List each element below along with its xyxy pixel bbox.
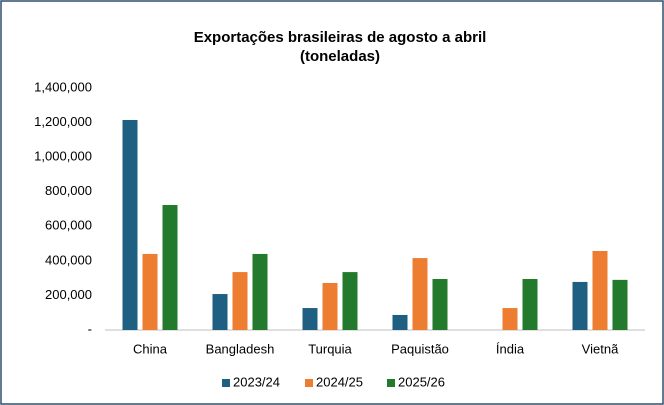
x-tick-label: Bangladesh bbox=[206, 341, 275, 356]
bar bbox=[342, 272, 358, 330]
x-tick-label: Turquia bbox=[308, 341, 352, 356]
x-tick-label: Vietnã bbox=[582, 341, 619, 356]
bar bbox=[252, 253, 268, 330]
y-tick-label: 200,000 bbox=[45, 287, 92, 302]
legend-swatch bbox=[387, 379, 395, 387]
x-tick-label: Índia bbox=[496, 341, 525, 356]
legend-label: 2024/25 bbox=[316, 374, 363, 389]
y-tick-label: 400,000 bbox=[45, 252, 92, 267]
bar bbox=[212, 294, 228, 330]
legend-swatch bbox=[222, 379, 230, 387]
legend-label: 2025/26 bbox=[398, 374, 445, 389]
bar bbox=[522, 279, 538, 330]
y-tick-label: 800,000 bbox=[45, 183, 92, 198]
legend-label: 2023/24 bbox=[233, 374, 280, 389]
bar bbox=[322, 282, 338, 330]
bar bbox=[392, 314, 408, 330]
bar bbox=[572, 281, 588, 330]
legend-swatch bbox=[305, 379, 313, 387]
x-tick-label: China bbox=[133, 341, 168, 356]
y-tick-label: - bbox=[88, 321, 92, 336]
bar bbox=[502, 308, 518, 330]
y-tick-label: 1,400,000 bbox=[34, 79, 92, 94]
bar bbox=[142, 253, 158, 330]
chart-title: Exportações brasileiras de agosto a abri… bbox=[194, 29, 487, 46]
chart-subtitle: (toneladas) bbox=[300, 48, 380, 65]
bar bbox=[432, 279, 448, 330]
y-tick-label: 600,000 bbox=[45, 218, 92, 233]
bar bbox=[302, 308, 318, 330]
y-tick-label: 1,200,000 bbox=[34, 114, 92, 129]
bar bbox=[612, 279, 628, 330]
bar bbox=[592, 251, 608, 330]
y-tick-label: 1,000,000 bbox=[34, 149, 92, 164]
x-tick-label: Paquistão bbox=[391, 341, 449, 356]
bar bbox=[122, 119, 138, 330]
bar bbox=[232, 272, 248, 330]
bar bbox=[162, 205, 178, 330]
bar bbox=[412, 258, 428, 330]
